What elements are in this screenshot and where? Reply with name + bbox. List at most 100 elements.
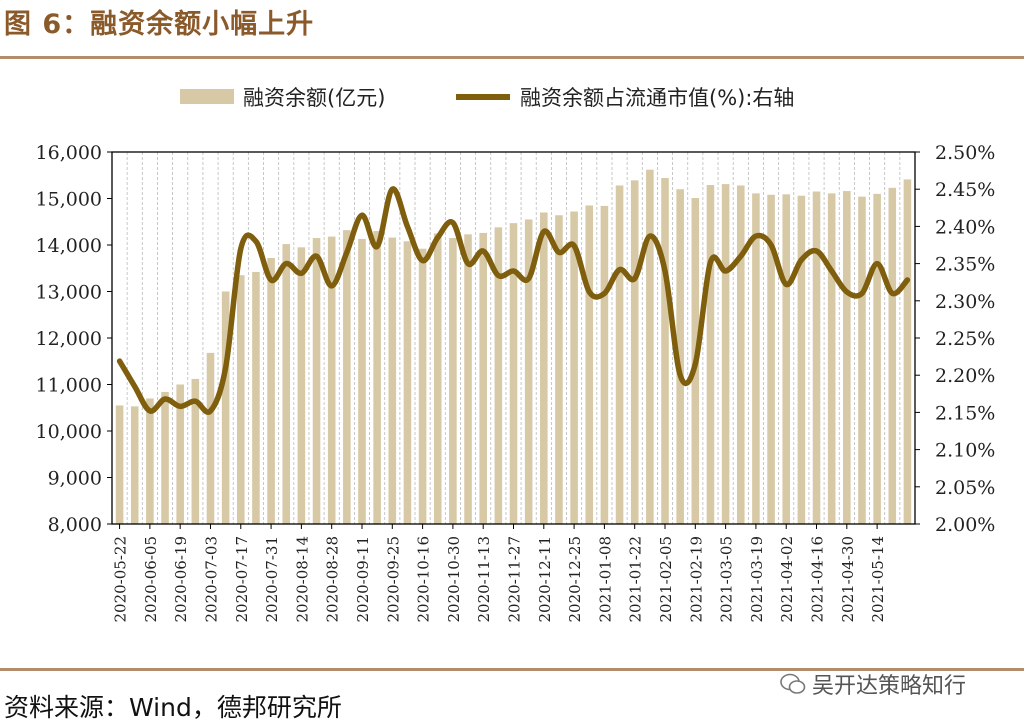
bar [373,231,381,525]
right-tick-label: 2.45% [935,179,995,201]
x-tick-label: 2020-06-05 [142,536,160,622]
bar [267,258,275,524]
bar [903,179,912,524]
bar [388,237,397,524]
bar [873,193,881,524]
bar [252,271,260,524]
bar [191,378,200,524]
legend-line-label: 融资余额占流通市值(%):右轴 [520,86,794,110]
bar [570,211,578,524]
bar [646,169,654,525]
right-tick-label: 2.50% [935,142,995,164]
figure-title: 图 6：融资余额小幅上升 [4,9,315,40]
x-tick-label: 2021-01-22 [627,536,645,622]
bar-series [115,169,912,525]
bar [661,178,669,524]
right-tick-label: 2.25% [935,328,995,350]
left-tick-label: 8,000 [48,514,102,536]
right-tick-label: 2.10% [935,440,995,462]
right-tick-label: 2.40% [935,216,995,238]
bar [782,194,791,524]
left-tick-label: 16,000 [36,142,102,164]
x-tick-label: 2020-12-25 [566,536,584,622]
legend-bar-label: 融资余额(亿元) [243,86,385,110]
right-tick-label: 2.00% [935,514,995,536]
left-tick-label: 11,000 [36,375,102,397]
x-tick-label: 2020-07-31 [263,536,281,622]
left-tick-label: 10,000 [36,421,102,443]
bar [418,248,427,524]
x-tick-label: 2021-05-14 [869,536,887,622]
vertical-gridlines [126,152,901,524]
ratio-line-series [116,186,911,415]
bar [752,193,760,524]
bar [797,195,806,524]
x-tick-label: 2020-06-19 [172,536,190,622]
x-tick-label: 2021-02-05 [657,536,675,622]
bar [888,187,897,524]
bar [449,238,457,524]
bar [509,223,518,524]
bar [827,193,836,524]
x-tick-label: 2020-09-25 [384,536,402,622]
bar [858,196,866,524]
legend-bar-swatch [180,89,234,104]
bar [721,184,730,524]
bar [161,391,169,524]
x-tick-label: 2020-09-11 [354,536,372,622]
bar [464,234,472,524]
watermark-text: 吴开达策略知行 [812,674,967,699]
top-rule [0,56,1024,59]
x-tick-label: 2021-01-08 [596,536,614,622]
left-tick-label: 9,000 [48,468,102,490]
bar [615,185,624,524]
bar [433,233,442,524]
x-tick-label: 2021-04-02 [778,536,796,622]
bar [130,406,139,524]
x-tick-label: 2021-02-19 [687,536,705,622]
left-tick-label: 15,000 [36,189,102,211]
bar [540,212,548,524]
bar [630,180,639,524]
bar [176,384,184,524]
bar [236,275,245,524]
bar [843,191,851,524]
x-tick-label: 2020-08-28 [324,536,342,622]
bar [600,205,609,524]
right-tick-label: 2.05% [935,477,995,499]
bottom-rule [0,668,1024,671]
left-tick-label: 14,000 [36,235,102,257]
left-tick-label: 13,000 [36,282,102,304]
bar [585,205,594,524]
x-tick-label: 2021-03-19 [748,536,766,622]
bar [327,236,336,524]
x-tick-label: 2020-12-11 [536,536,554,622]
x-tick-label: 2020-07-03 [202,536,220,622]
bar [479,232,487,524]
watermark: 吴开达策略知行 [780,668,966,700]
bar [524,219,533,525]
left-tick-label: 12,000 [36,328,102,350]
x-tick-label: 2020-07-17 [233,536,251,622]
bar [736,185,745,524]
bar [146,398,154,524]
wechat-icon [780,673,806,694]
x-tick-label: 2020-11-27 [506,536,524,622]
right-tick-label: 2.35% [935,254,995,276]
right-tick-label: 2.20% [935,365,995,387]
bar [494,227,503,524]
bar [812,191,821,524]
x-tick-label: 2020-08-14 [293,536,311,622]
x-tick-label: 2020-10-16 [415,536,433,622]
x-tick-label: 2021-03-05 [718,536,736,622]
bar [115,405,124,524]
right-axis: 2.00% 2.05% 2.10% 2.15% 2.20% 2.25% 2.30% 2.35%… [915,142,995,536]
x-axis: 2020-05-22 2020-06-05 2020-06-19 2020-07-03… [112,524,887,622]
x-tick-label: 2020-10-30 [445,536,463,622]
source-note: 资料来源：Wind，德邦研究所 [4,693,342,722]
bar [312,238,321,524]
legend: 融资余额(亿元) 融资余额占流通市值(%):右轴 [180,86,794,110]
x-tick-label: 2020-11-13 [475,536,493,622]
x-tick-label: 2020-05-22 [112,536,130,622]
bar [767,194,775,524]
